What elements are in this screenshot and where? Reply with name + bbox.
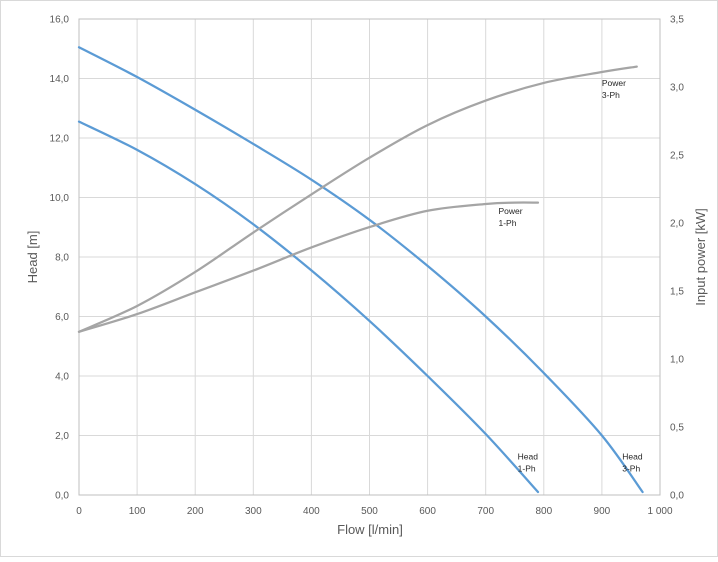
curve-label-line: 3-Ph	[622, 463, 640, 473]
x-tick-label: 1 000	[647, 506, 672, 517]
curve-label: Head 1-Ph	[518, 451, 539, 473]
y-right-tick-label: 0,0	[670, 491, 684, 502]
curve-label-line: 3-Ph	[602, 90, 620, 100]
curve-label-line: 1-Ph	[498, 218, 516, 228]
x-tick-label: 900	[594, 506, 611, 517]
curve-label-line: Power	[498, 206, 522, 216]
y-left-tick-label: 16,0	[50, 15, 70, 26]
x-tick-label: 0	[76, 506, 82, 517]
x-tick-label: 100	[129, 506, 146, 517]
plot-area-frame	[78, 18, 661, 496]
x-axis-tick-labels: 0 100 200 300 400 500 600 700 800 900 1 000	[76, 506, 673, 517]
y-right-tick-label: 1,0	[670, 355, 684, 366]
y-left-axis-title: Head [m]	[25, 231, 40, 284]
curve-label: Power 3-Ph	[602, 78, 626, 100]
y-left-axis-tick-labels: 0,0 2,0 4,0 6,0 8,0 10,0 12,0 14,0 16,0	[50, 15, 70, 502]
curve-label-line: Power	[602, 78, 626, 88]
x-tick-label: 300	[245, 506, 262, 517]
y-right-tick-label: 3,0	[670, 83, 684, 94]
x-tick-label: 500	[361, 506, 378, 517]
x-tick-label: 700	[477, 506, 494, 517]
y-left-tick-label: 8,0	[55, 253, 69, 264]
curve-label-line: Head	[518, 451, 539, 461]
y-right-tick-label: 0,5	[670, 423, 684, 434]
y-right-tick-label: 2,5	[670, 151, 684, 162]
head-1ph-curve	[77, 120, 540, 494]
curve-label-line: Head	[622, 451, 643, 461]
y-left-tick-label: 12,0	[50, 134, 70, 145]
y-left-tick-label: 4,0	[55, 372, 69, 383]
power-3ph-curve	[77, 65, 638, 333]
y-left-tick-label: 14,0	[50, 74, 70, 85]
y-right-axis-title: Input power [kW]	[693, 208, 708, 306]
curve-label: Power 1-Ph	[498, 206, 522, 228]
y-left-tick-label: 0,0	[55, 491, 69, 502]
x-tick-label: 800	[535, 506, 552, 517]
y-left-tick-label: 2,0	[55, 431, 69, 442]
x-tick-label: 400	[303, 506, 320, 517]
y-left-tick-label: 6,0	[55, 312, 69, 323]
y-right-tick-label: 3,5	[670, 15, 684, 26]
series-lines	[77, 46, 644, 494]
y-right-tick-label: 2,0	[670, 219, 684, 230]
x-axis-title: Flow [l/min]	[337, 522, 403, 537]
curve-label-line: 1-Ph	[518, 463, 536, 473]
head-3ph-curve	[77, 46, 644, 494]
y-right-tick-label: 1,5	[670, 287, 684, 298]
x-tick-label: 200	[187, 506, 204, 517]
power-1ph-curve	[77, 201, 540, 333]
y-left-tick-label: 10,0	[50, 193, 70, 204]
x-tick-label: 600	[419, 506, 436, 517]
curve-label: Head 3-Ph	[622, 451, 643, 473]
curve-annotations: Head 1-Ph Head 3-Ph Power 1-Ph Power 3-Ph	[498, 78, 642, 473]
y-right-axis-tick-labels: 0,0 0,5 1,0 1,5 2,0 2,5 3,0 3,5	[670, 15, 684, 502]
